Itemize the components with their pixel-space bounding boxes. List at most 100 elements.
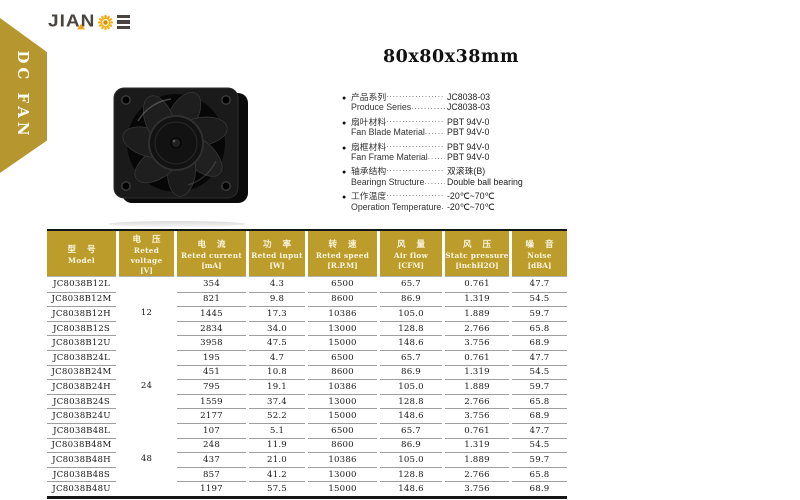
model-cell: JC8038B24H [47, 379, 116, 394]
noise-cell: 59.7 [512, 452, 567, 467]
speed-cell: 15000 [308, 408, 377, 423]
spec-line: Fan Frame Material......................… [342, 152, 582, 164]
dotted-leader: ........................................… [424, 127, 445, 137]
current-cell: 2177 [177, 408, 246, 423]
header-pressure: 风 压 Statc pressure [inchH2O] [445, 231, 509, 277]
speed-cell: 13000 [308, 466, 377, 482]
noise-cell: 65.8 [512, 393, 567, 409]
bullet-icon: ● [342, 144, 347, 152]
current-cell: 354 [202, 279, 220, 290]
airflow-cell: 148.6 [380, 481, 442, 496]
spec-label: 轴承结构 [351, 166, 387, 177]
bullet-icon: ● [342, 119, 347, 127]
fan-product-image [106, 84, 256, 216]
model-cell: JC8038B24L [47, 349, 116, 365]
spec-list: ● 产品系列...................................… [342, 90, 582, 214]
noise-cell: 47.7 [512, 349, 567, 365]
model-cell: JC8038B24S [47, 393, 116, 409]
spec-table: 型 号 Model 电 压 Reted voltage [V] 电 流 Reted cu… [47, 229, 567, 499]
airflow-cell: 105.0 [380, 452, 442, 467]
pressure-cell: 2.766 [445, 320, 509, 336]
model-cell: JC8038B12U [47, 335, 116, 350]
airflow-cell: 86.9 [380, 291, 442, 307]
current-cell: 195 [177, 349, 246, 365]
pressure-cell: 1.319 [445, 437, 509, 453]
speed-cell: 15000 [308, 335, 377, 350]
spec-value: -20℃~70℃ [447, 201, 495, 212]
model-cell: JC8038B12L [53, 279, 110, 290]
input-cell: 57.5 [249, 481, 305, 496]
current-cell: 795 [177, 379, 246, 394]
noise-cell: 65.8 [512, 466, 567, 482]
spec-value: PBT 94V-0 [447, 116, 490, 127]
speed-cell: 13000 [308, 320, 377, 336]
pressure-cell: 1.889 [445, 306, 509, 321]
speed-cell: 6500 [308, 349, 377, 365]
spec-label: Produce Series [351, 102, 412, 113]
noise-cell: 59.7 [512, 306, 567, 321]
airflow-cell: 128.8 [380, 466, 442, 482]
header-current: 电 流 Reted current [mA] [177, 231, 246, 277]
spec-line: Operation Temperature...................… [342, 202, 582, 214]
airflow-cell: 148.6 [380, 408, 442, 423]
spec-value: JC8038-03 [447, 92, 491, 102]
speed-cell: 15000 [308, 481, 377, 496]
input-cell: 37.4 [249, 393, 305, 409]
logo-text: JIAN [48, 11, 96, 32]
input-cell: 9.8 [249, 291, 305, 307]
spec-value: PBT 94V-0 [447, 127, 490, 138]
noise-cell: 68.9 [512, 481, 567, 496]
current-cell: 3958 [177, 335, 246, 350]
fan-blades [122, 92, 228, 197]
header-voltage: 电 压 Reted voltage [V] [119, 231, 174, 277]
spec-line: ● 工作温度...................................… [342, 189, 582, 201]
noise-cell: 54.5 [512, 364, 567, 380]
header-speed: 转 速 Reted speed [R.P.M] [308, 231, 377, 277]
noise-cell: 47.7 [512, 422, 567, 438]
header-input: 功 率 Reted input [W] [249, 231, 305, 277]
current-cell: 451 [177, 364, 246, 380]
model-cell: JC8038B12M [47, 291, 116, 307]
current-cell: 248 [177, 437, 246, 453]
pressure-cell: 3.756 [445, 481, 509, 496]
voltage-cell: 12 [140, 308, 153, 319]
spec-label: Operation Temperature [351, 201, 442, 212]
dotted-leader: ........................................… [386, 189, 445, 199]
model-cell: JC8038B48U [47, 481, 116, 496]
spec-line: ● 轴承结构...................................… [342, 164, 582, 176]
input-cell: 11.9 [249, 437, 305, 453]
model-cell: JC8038B48M [47, 437, 116, 453]
dotted-leader: ........................................… [386, 139, 445, 149]
input-cell: 5.1 [249, 422, 305, 438]
input-cell: 52.2 [249, 408, 305, 423]
spec-label: 工作温度 [351, 191, 387, 202]
noise-cell: 68.9 [512, 408, 567, 423]
pressure-cell: 1.889 [445, 452, 509, 467]
speed-cell: 10386 [308, 452, 377, 467]
input-cell: 21.0 [249, 452, 305, 467]
spec-label: Bearingn Structure [351, 176, 425, 187]
page-title: 80x80x38mm [383, 47, 519, 67]
spec-value: PBT 94V-0 [447, 141, 490, 152]
logo-a-triangle-icon [77, 23, 85, 30]
current-cell: 2834 [177, 320, 246, 336]
airflow-cell: 105.0 [380, 379, 442, 394]
pressure-cell: 1.319 [445, 364, 509, 380]
input-cell: 17.3 [249, 306, 305, 321]
noise-cell: 54.5 [512, 291, 567, 307]
spec-label: 扇叶材料 [351, 116, 387, 127]
current-cell: 821 [177, 291, 246, 307]
spec-value: Double ball bearing [447, 176, 523, 187]
model-cell: JC8038B48S [47, 466, 116, 482]
bullet-icon: ● [342, 95, 347, 102]
dotted-leader: ........................................… [386, 114, 445, 124]
brand-logo: JIAN [48, 10, 131, 34]
input-cell: 41.2 [249, 466, 305, 482]
current-cell: 1559 [177, 393, 246, 409]
header-noise: 噪 音 Noise [dBA] [512, 231, 567, 277]
speed-cell: 8600 [308, 291, 377, 307]
pressure-cell: 0.761 [464, 279, 490, 290]
speed-cell: 6500 [331, 279, 354, 290]
dotted-leader: ........................................… [424, 176, 445, 186]
fan-shadow [108, 221, 246, 227]
